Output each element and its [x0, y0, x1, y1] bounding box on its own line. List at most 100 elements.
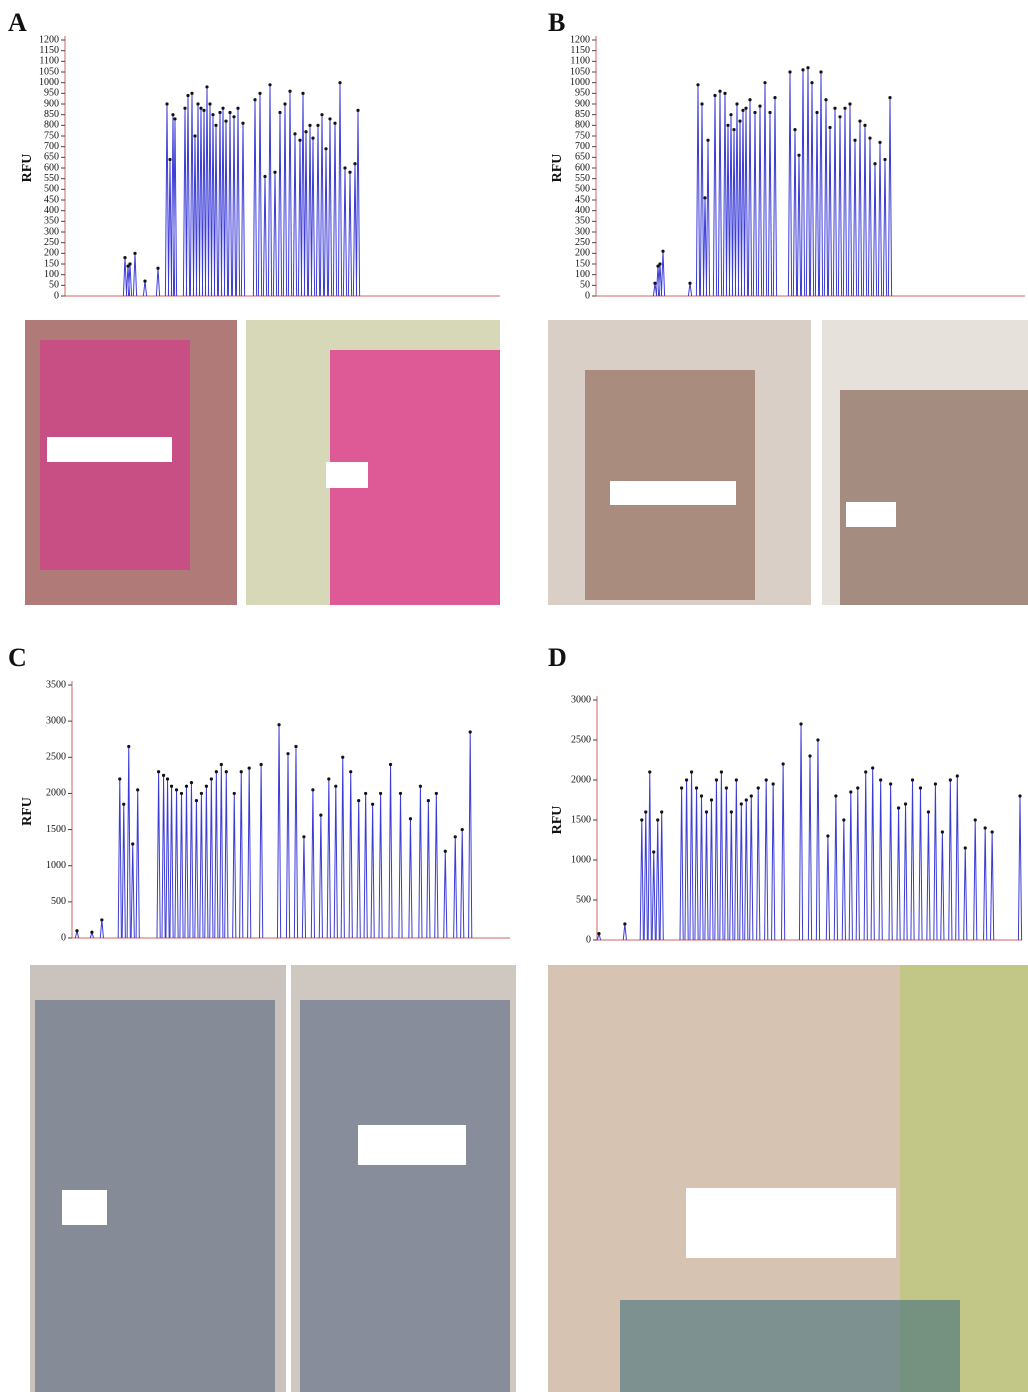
peak-marker — [196, 102, 199, 105]
peak — [277, 725, 280, 938]
peak — [660, 812, 663, 940]
peak — [379, 793, 382, 938]
y-tick-label: 0 — [61, 932, 66, 943]
peak — [984, 828, 987, 940]
peak — [661, 251, 664, 296]
peak-marker — [461, 828, 464, 831]
peak — [183, 108, 186, 296]
peak-marker — [454, 835, 457, 838]
peak — [744, 108, 747, 296]
peak — [815, 113, 818, 296]
peak-marker — [273, 171, 276, 174]
peak-marker — [843, 107, 846, 110]
peak-marker — [328, 117, 331, 120]
y-axis-label: RFU — [20, 154, 35, 183]
peak — [302, 837, 305, 938]
peak — [304, 132, 307, 296]
peak — [221, 108, 224, 296]
peak — [757, 788, 760, 940]
peak-marker — [878, 141, 881, 144]
peak-marker — [240, 770, 243, 773]
y-axis-label: RFU — [20, 797, 35, 826]
peak-marker — [808, 754, 811, 757]
peak — [644, 812, 647, 940]
peak — [308, 125, 311, 296]
peak-marker — [131, 842, 134, 845]
panel-label: C — [8, 643, 27, 672]
y-tick-label: 1050 — [570, 66, 590, 77]
peak — [848, 104, 851, 296]
peak-marker — [136, 788, 139, 791]
peak — [427, 801, 430, 938]
peak — [324, 149, 327, 296]
peak-marker — [364, 792, 367, 795]
peak — [772, 784, 775, 940]
peak-marker — [200, 792, 203, 795]
peak-marker — [349, 770, 352, 773]
peak — [853, 140, 856, 296]
peak — [419, 786, 422, 938]
peak-marker — [753, 111, 756, 114]
y-tick-label: 850 — [575, 109, 590, 120]
peak-marker — [816, 738, 819, 741]
peak — [745, 800, 748, 940]
peak-marker — [221, 107, 224, 110]
peak-marker — [819, 70, 822, 73]
peak — [190, 93, 193, 296]
peak-marker — [220, 763, 223, 766]
peak — [205, 786, 208, 938]
peak-marker — [241, 122, 244, 125]
peak-marker — [653, 282, 656, 285]
peak — [696, 85, 699, 296]
peak — [301, 93, 304, 296]
peak — [706, 140, 709, 296]
peak-marker — [157, 770, 160, 773]
peak — [826, 836, 829, 940]
peak — [236, 108, 239, 296]
peak-marker — [166, 777, 169, 780]
peak-marker — [324, 147, 327, 150]
peak — [389, 765, 392, 938]
y-tick-label: 850 — [44, 109, 59, 120]
peak — [320, 115, 323, 296]
y-tick-label: 450 — [44, 194, 59, 205]
peak — [263, 177, 266, 296]
peak — [680, 788, 683, 940]
peak-marker — [379, 792, 382, 795]
peak-marker — [286, 752, 289, 755]
peak-marker — [757, 786, 760, 789]
peak-marker — [215, 770, 218, 773]
peak-marker — [810, 81, 813, 84]
peak-marker — [193, 134, 196, 137]
eye-mask — [62, 1190, 107, 1225]
peak — [729, 115, 732, 296]
peak — [801, 70, 804, 296]
peak-marker — [658, 262, 661, 265]
peak — [871, 768, 874, 940]
peak — [210, 779, 213, 938]
y-tick-label: 500 — [576, 894, 591, 905]
peak — [713, 95, 716, 296]
peak — [205, 87, 208, 296]
peak — [409, 819, 412, 938]
peak — [341, 757, 344, 938]
y-tick-label: 350 — [44, 216, 59, 227]
y-tick-label: 1150 — [570, 45, 590, 56]
eye-mask — [326, 462, 368, 488]
peak — [338, 83, 341, 296]
y-tick-label: 2000 — [571, 774, 591, 785]
y-tick-label: 900 — [44, 98, 59, 109]
peak-marker — [444, 850, 447, 853]
peak-marker — [348, 171, 351, 174]
peak — [469, 732, 472, 938]
peak-marker — [871, 766, 874, 769]
peak — [454, 837, 457, 938]
peak-marker — [90, 931, 93, 934]
y-tick-label: 1100 — [39, 56, 59, 67]
peak-marker — [435, 792, 438, 795]
peak-marker — [293, 132, 296, 135]
peak-marker — [648, 770, 651, 773]
peak-marker — [100, 918, 103, 921]
peak — [799, 724, 802, 940]
peak-marker — [720, 770, 723, 773]
